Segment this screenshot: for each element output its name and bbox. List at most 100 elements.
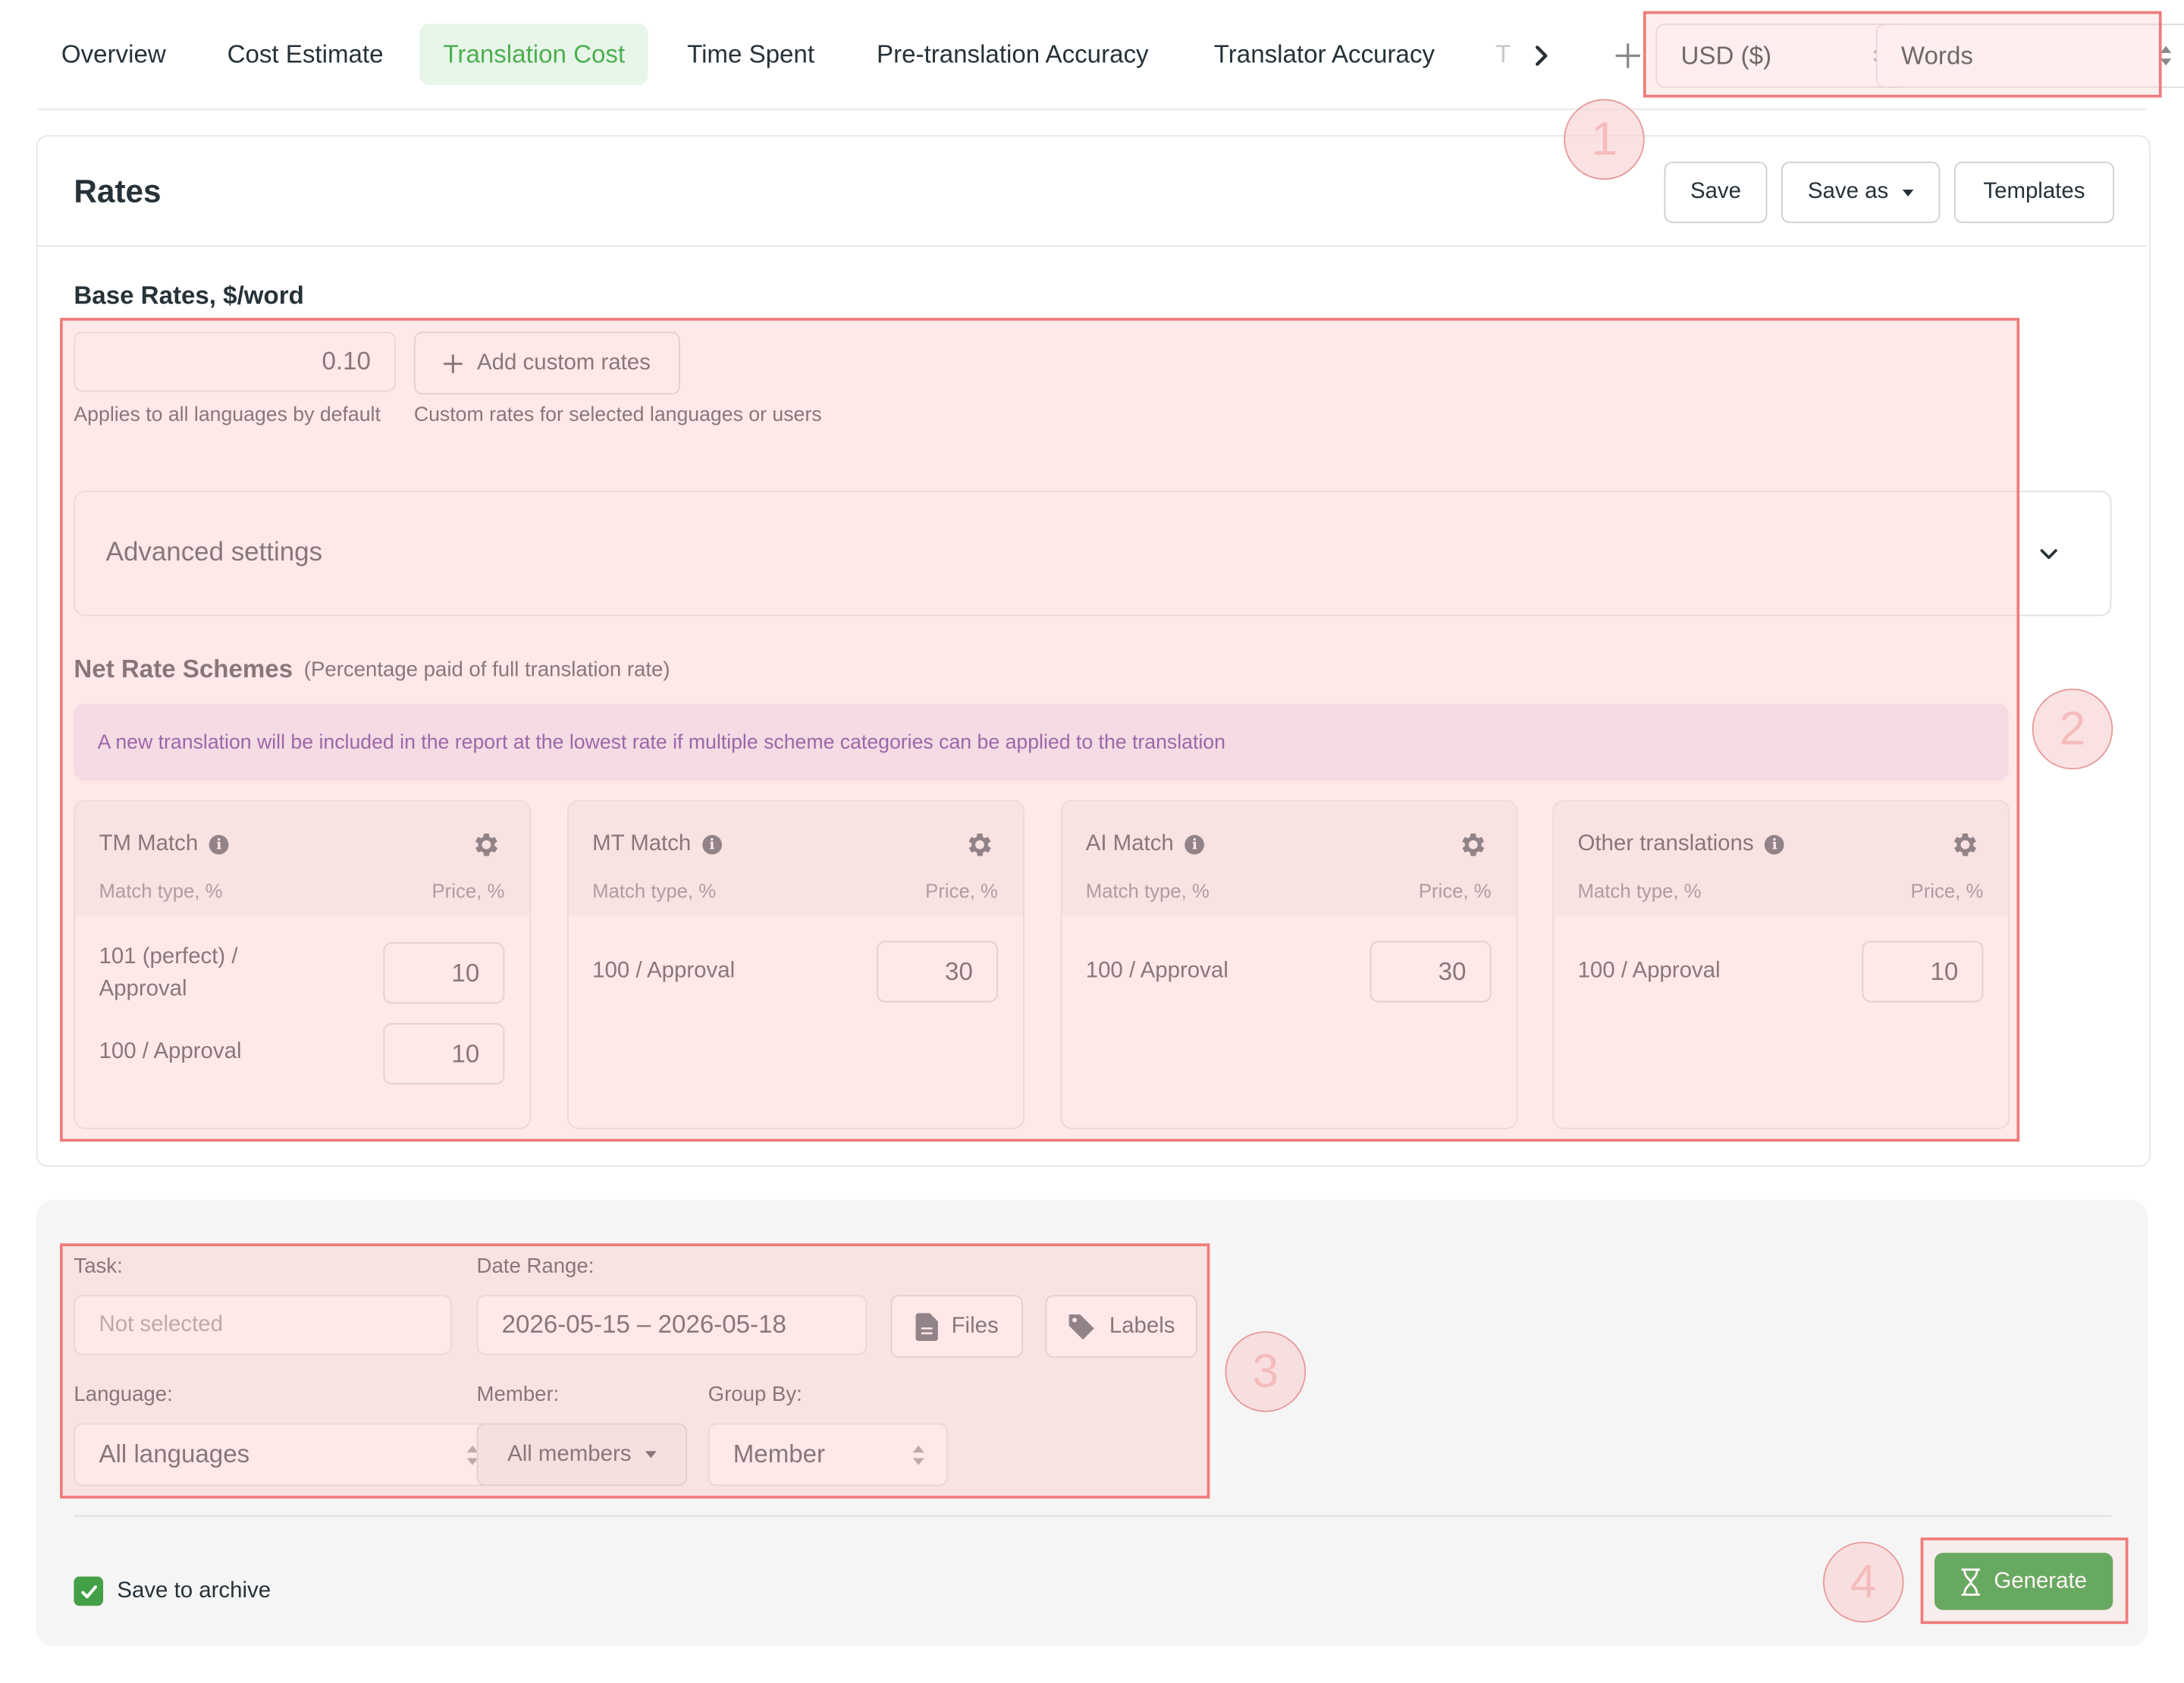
gear-icon[interactable]	[1458, 830, 1488, 860]
tab-cost-estimate[interactable]: Cost Estimate	[203, 24, 406, 85]
tab-time-spent[interactable]: Time Spent	[664, 24, 838, 85]
group-by-label: Group By:	[708, 1383, 802, 1407]
save-as-button[interactable]: Save as	[1781, 162, 1941, 224]
gear-icon[interactable]	[471, 830, 501, 860]
match-row-label: 100 / Approval	[99, 1040, 242, 1064]
scheme-title: Other translations i	[1578, 832, 1785, 857]
chevron-right-icon[interactable]	[1522, 36, 1561, 75]
scheme-card-tm-match: TM Match i Match type, % Price, % 101 (pe…	[74, 799, 532, 1129]
tabbar-divider	[37, 108, 2147, 111]
date-range-value: 2026-05-15 – 2026-05-18	[501, 1310, 786, 1339]
member-label: Member:	[476, 1383, 560, 1407]
tab-label: T	[1495, 39, 1511, 68]
badge-number: 1	[1591, 111, 1618, 165]
match-row-label: 100 / Approval	[1085, 959, 1228, 983]
scheme-title-text: Other translations	[1577, 832, 1754, 856]
generate-button[interactable]: Generate	[1935, 1553, 2113, 1610]
tab-overview[interactable]: Overview	[38, 24, 190, 85]
price-value: 30	[945, 956, 973, 985]
annotation-badge-4: 4	[1822, 1541, 1904, 1623]
net-rate-title: Net Rate Schemes	[74, 655, 293, 683]
price-input[interactable]: 10	[383, 1023, 505, 1085]
scheme-card-header	[1554, 801, 2009, 916]
group-by-value: Member	[733, 1440, 826, 1468]
task-label: Task:	[74, 1254, 123, 1279]
member-dropdown[interactable]: All members	[476, 1423, 688, 1487]
tab-label: Cost Estimate	[227, 39, 384, 68]
base-rate-input[interactable]: 0.10	[74, 331, 396, 392]
labels-label: Labels	[1109, 1314, 1175, 1338]
net-rate-header: Net Rate Schemes (Percentage paid of ful…	[74, 655, 670, 685]
custom-rates-hint: Custom rates for selected languages or u…	[413, 403, 822, 427]
language-label: Language:	[74, 1383, 173, 1407]
match-type-header: Match type, %	[1085, 879, 1210, 903]
match-type-header: Match type, %	[99, 879, 223, 903]
tab-overflow-partial[interactable]: T	[1472, 24, 1561, 85]
scheme-card-header	[568, 801, 1024, 916]
match-type-header: Match type, %	[1577, 879, 1702, 903]
badge-number: 4	[1850, 1555, 1877, 1609]
files-button[interactable]: Files	[890, 1295, 1024, 1358]
price-input[interactable]: 30	[1370, 940, 1492, 1003]
badge-number: 2	[2059, 702, 2086, 755]
price-value: 10	[1930, 956, 1959, 985]
plus-icon[interactable]	[1611, 39, 1645, 72]
annotation-badge-3: 3	[1225, 1331, 1307, 1412]
price-input[interactable]: 30	[877, 940, 998, 1003]
tab-translation-cost[interactable]: Translation Cost	[419, 24, 649, 86]
date-range-input[interactable]: 2026-05-15 – 2026-05-18	[476, 1295, 868, 1355]
match-row-label: 101 (perfect) / Approval	[99, 941, 237, 1006]
advanced-settings-accordion[interactable]: Advanced settings	[74, 490, 2112, 617]
tab-label: Time Spent	[687, 39, 815, 68]
base-rate-value: 0.10	[322, 347, 371, 375]
price-value: 10	[451, 958, 480, 987]
group-by-select[interactable]: Member	[708, 1423, 948, 1487]
add-custom-label: Add custom rates	[477, 350, 651, 375]
scheme-title-text: AI Match	[1085, 832, 1174, 856]
sort-caret-icon	[2160, 46, 2172, 66]
scheme-title-text: TM Match	[99, 832, 199, 856]
save-to-archive-label: Save to archive	[117, 1578, 271, 1603]
gear-icon[interactable]	[1950, 830, 1980, 860]
annotation-badge-2: 2	[2032, 688, 2113, 770]
rates-header-divider	[37, 245, 2147, 247]
gear-icon[interactable]	[965, 830, 995, 860]
plus-icon	[444, 353, 463, 373]
templates-button[interactable]: Templates	[1953, 162, 2115, 224]
price-input[interactable]: 10	[1862, 940, 1984, 1003]
info-icon[interactable]: i	[1765, 834, 1785, 855]
match-row-label: 100 / Approval	[1577, 959, 1721, 983]
labels-button[interactable]: Labels	[1045, 1295, 1197, 1358]
price-input[interactable]: 10	[383, 942, 505, 1004]
save-to-archive-checkbox[interactable]: Save to archive	[74, 1576, 271, 1606]
annotation-badge-1: 1	[1564, 99, 1645, 181]
language-select[interactable]: All languages	[74, 1423, 502, 1487]
info-icon[interactable]: i	[701, 834, 722, 855]
info-icon[interactable]: i	[1185, 834, 1205, 855]
tab-pre-translation-accuracy[interactable]: Pre-translation Accuracy	[853, 24, 1172, 85]
info-icon[interactable]: i	[209, 834, 229, 855]
scheme-title: MT Match i	[592, 832, 722, 857]
caret-down-icon	[1902, 189, 1914, 196]
tab-label: Pre-translation Accuracy	[877, 39, 1149, 68]
tab-translator-accuracy[interactable]: Translator Accuracy	[1191, 24, 1459, 85]
member-value: All members	[507, 1442, 632, 1466]
save-as-label: Save as	[1807, 180, 1889, 204]
add-custom-rates-button[interactable]: Add custom rates	[413, 331, 680, 395]
scheme-card-mt-match: MT Match i Match type, % Price, % 100 / A…	[567, 799, 1025, 1129]
file-icon	[915, 1312, 938, 1341]
scheme-card-ai-match: AI Match i Match type, % Price, % 100 / A…	[1060, 799, 1518, 1129]
currency-select[interactable]: USD ($)	[1655, 24, 1909, 88]
price-header: Price, %	[925, 879, 998, 903]
net-rate-notice: A new translation will be included in th…	[74, 704, 2009, 781]
tab-label: Overview	[61, 39, 166, 68]
date-range-label: Date Range:	[476, 1254, 595, 1279]
badge-number: 3	[1252, 1344, 1279, 1398]
base-rates-title: Base Rates, $/word	[74, 281, 304, 310]
chevron-down-icon	[2040, 549, 2057, 559]
caret-down-icon	[645, 1451, 657, 1458]
unit-select[interactable]: Words	[1875, 24, 2184, 88]
save-button[interactable]: Save	[1664, 162, 1768, 224]
task-input[interactable]: Not selected	[74, 1295, 452, 1355]
advanced-settings-label: Advanced settings	[105, 538, 323, 568]
